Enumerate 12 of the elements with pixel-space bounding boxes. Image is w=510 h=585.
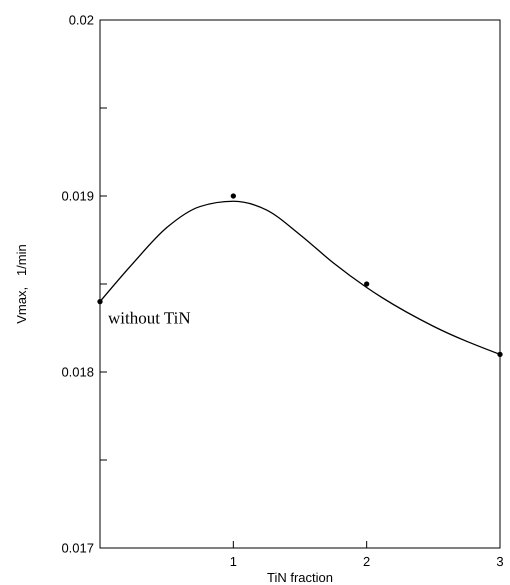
point [230,193,236,199]
x-tick-label: 1 [230,554,237,569]
annotation: without TiN [108,308,191,328]
y-tick-label: 0.019 [61,188,94,204]
y-tick-label: 0.017 [61,540,94,556]
x-tick-label: 3 [496,554,504,569]
x-tick-label: 2 [363,554,370,569]
y-tick-label: 0.02 [68,12,94,28]
y-axis-title: Vmax, 1/min [14,244,29,324]
point [364,281,370,287]
y-tick-label: 0.018 [61,364,94,380]
x-axis-title: TiN fraction [267,570,333,585]
